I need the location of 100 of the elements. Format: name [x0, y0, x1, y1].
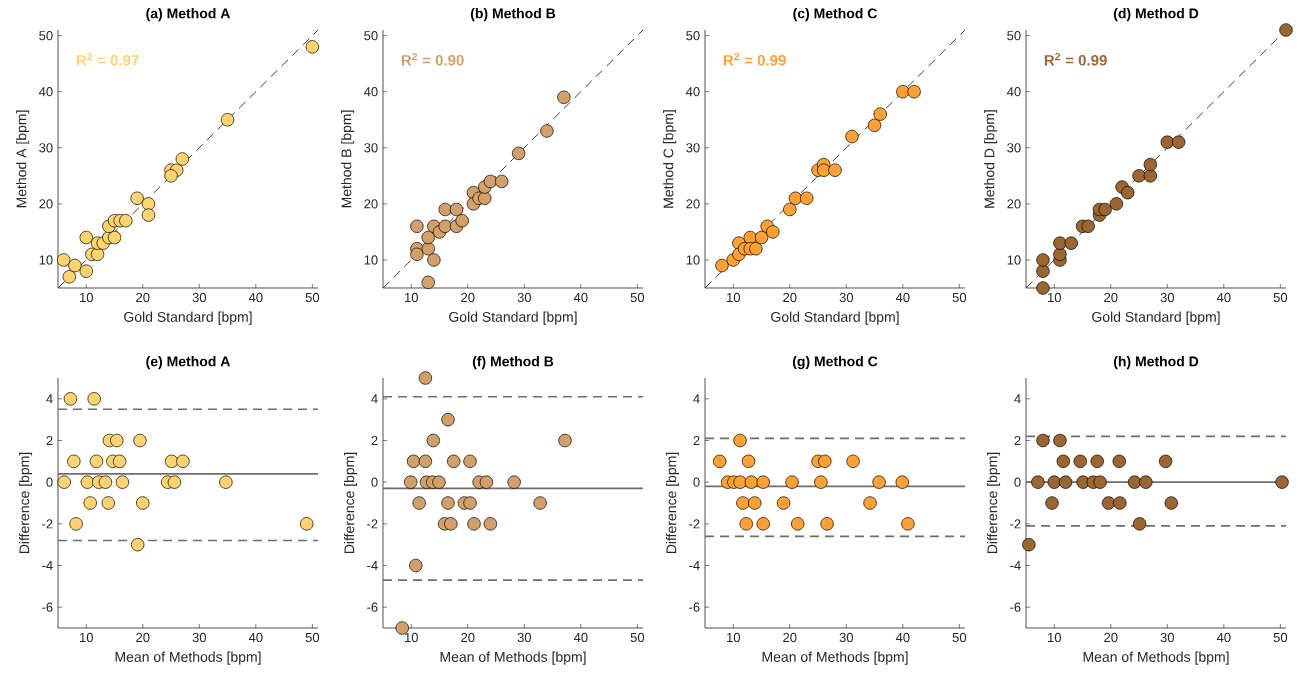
- x-tick-label: 40: [248, 632, 263, 643]
- x-tick-label: 20: [1104, 292, 1118, 303]
- y-tick-label: -2: [689, 519, 700, 529]
- point: [1022, 538, 1036, 552]
- y-tick-label: -4: [367, 561, 378, 570]
- y-tick-label: 0: [693, 477, 700, 487]
- x-tick-label: 30: [839, 292, 854, 303]
- point: [1143, 169, 1158, 183]
- chart-title: (b) Method B: [470, 8, 556, 22]
- point: [1090, 454, 1104, 468]
- y-tick-label: -4: [42, 561, 53, 570]
- point: [141, 197, 156, 211]
- x-tick-label: 50: [1273, 292, 1288, 303]
- x-tick-label: 50: [630, 292, 645, 303]
- point: [409, 558, 423, 573]
- point: [896, 85, 910, 99]
- point: [872, 475, 886, 489]
- point: [455, 214, 469, 228]
- x-tick-label: 30: [192, 632, 207, 643]
- y-tick-label: 30: [686, 143, 700, 153]
- x-tick-label: 40: [573, 292, 588, 303]
- point: [846, 454, 860, 468]
- point: [57, 253, 71, 267]
- point: [1132, 169, 1146, 183]
- chart-title: (h) Method D: [1113, 356, 1199, 370]
- point: [406, 454, 421, 468]
- point: [754, 230, 769, 245]
- point: [441, 413, 455, 427]
- point: [736, 496, 750, 510]
- point: [1073, 454, 1087, 468]
- point: [1132, 517, 1147, 531]
- point: [845, 129, 859, 144]
- annotation: R$^{2}$ = 0.90: [401, 52, 464, 66]
- point: [1139, 475, 1153, 489]
- point: [1279, 23, 1293, 37]
- y-tick-label: 4: [46, 394, 53, 404]
- x-tick-label: 30: [517, 632, 532, 643]
- x-axis-title: Gold Standard [bpm]: [449, 311, 577, 325]
- point: [1081, 219, 1095, 233]
- point: [164, 454, 179, 468]
- x-tick-label: 30: [839, 632, 854, 643]
- point: [817, 163, 831, 177]
- y-tick-label: 40: [685, 87, 700, 97]
- x-tick-label: 20: [1104, 632, 1118, 643]
- y-tick-label: 2: [371, 435, 378, 446]
- point: [410, 247, 424, 261]
- point: [814, 475, 828, 489]
- y-tick-label: 30: [1007, 143, 1021, 153]
- point: [175, 152, 189, 166]
- point: [219, 475, 233, 489]
- point: [1036, 264, 1050, 278]
- point: [1053, 236, 1067, 250]
- point: [1112, 454, 1126, 468]
- point: [776, 496, 791, 510]
- x-tick-label: 40: [1216, 632, 1231, 643]
- chart-title: (e) Method A: [146, 356, 231, 370]
- point: [57, 475, 71, 489]
- point: [1045, 496, 1059, 510]
- x-tick-label: 50: [630, 632, 645, 643]
- point: [67, 454, 81, 468]
- x-tick-label: 50: [952, 292, 967, 303]
- point: [80, 475, 95, 489]
- point: [131, 538, 145, 552]
- annotation: R$^{2}$ = 0.97: [76, 52, 139, 66]
- y-tick-label: 50: [39, 31, 53, 41]
- y-tick-label: 10: [1007, 255, 1021, 265]
- point: [1275, 475, 1289, 489]
- point: [1047, 475, 1061, 489]
- y-tick-label: 40: [38, 87, 53, 97]
- x-tick-label: 40: [573, 632, 588, 643]
- chart-title: (a) Method A: [146, 8, 231, 22]
- point: [467, 517, 481, 531]
- x-tick-label: 20: [461, 292, 475, 303]
- chart-title: (f) Method B: [472, 356, 554, 370]
- annotation: R$^{2}$ = 0.99: [1044, 52, 1107, 66]
- point: [540, 124, 554, 138]
- point: [788, 191, 803, 205]
- x-tick-label: 50: [952, 632, 967, 643]
- x-axis-title: Gold Standard [bpm]: [1092, 311, 1220, 325]
- point: [463, 454, 477, 468]
- point: [130, 191, 144, 205]
- point: [447, 454, 461, 468]
- y-tick-label: 20: [39, 199, 53, 209]
- point: [79, 264, 93, 278]
- x-tick-label: 30: [1160, 632, 1175, 643]
- y-tick-label: 4: [371, 394, 378, 404]
- point: [444, 517, 458, 531]
- point: [1113, 496, 1127, 510]
- point: [483, 517, 498, 531]
- y-tick-label: 50: [364, 31, 378, 41]
- chart-title: (g) Method C: [792, 356, 878, 370]
- y-tick-label: 10: [364, 255, 378, 265]
- y-axis-title: Difference [bpm]: [987, 452, 1001, 554]
- point: [495, 174, 509, 189]
- point: [449, 202, 464, 217]
- point: [756, 517, 770, 531]
- x-tick-label: 10: [1048, 632, 1061, 643]
- point: [141, 208, 156, 222]
- point: [1053, 247, 1067, 261]
- point: [87, 392, 101, 406]
